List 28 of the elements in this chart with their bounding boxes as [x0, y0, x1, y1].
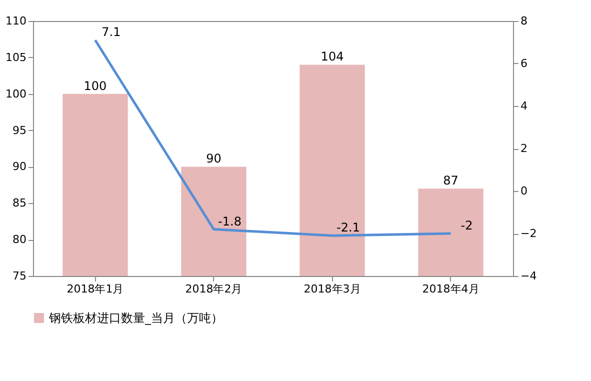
y-tick-label: 95 — [12, 124, 26, 137]
x-tick-label: 2018年1月 — [66, 282, 124, 296]
y2-tick-label: 0 — [520, 184, 528, 198]
y-tick-label: 110 — [6, 14, 26, 28]
y2-tick-label: 4 — [520, 100, 528, 112]
y2-tick-label: 2 — [520, 142, 528, 155]
data-label: 104 — [320, 50, 344, 64]
data-label: 90 — [206, 152, 222, 166]
data-label: -2 — [460, 218, 473, 232]
y-tick-label: 85 — [12, 196, 26, 210]
y-tick-label: 80 — [12, 233, 26, 246]
x-tick-label: 2018年2月 — [185, 282, 242, 296]
y2-tick-label: 8 — [520, 14, 528, 28]
y-tick-label: 105 — [6, 50, 26, 64]
data-label: 7.1 — [102, 25, 121, 40]
data-label: 87 — [443, 174, 458, 188]
y-tick-label: 90 — [12, 160, 26, 174]
y-tick-label: 75 — [12, 270, 26, 282]
y2-tick-label: −4 — [520, 270, 537, 282]
data-label: -2.1 — [336, 220, 360, 235]
data-label: 100 — [84, 78, 107, 93]
x-tick-label: 2018年3月 — [304, 282, 361, 296]
y2-tick-label: −2 — [520, 227, 537, 240]
y-tick-label: 100 — [6, 87, 26, 100]
legend-label: 钢铁板材进口数量_当月（万吨） — [48, 311, 223, 325]
x-tick-label: 2018年4月 — [422, 282, 480, 296]
y2-tick-label: 6 — [520, 57, 528, 70]
data-label: -1.8 — [218, 214, 242, 228]
